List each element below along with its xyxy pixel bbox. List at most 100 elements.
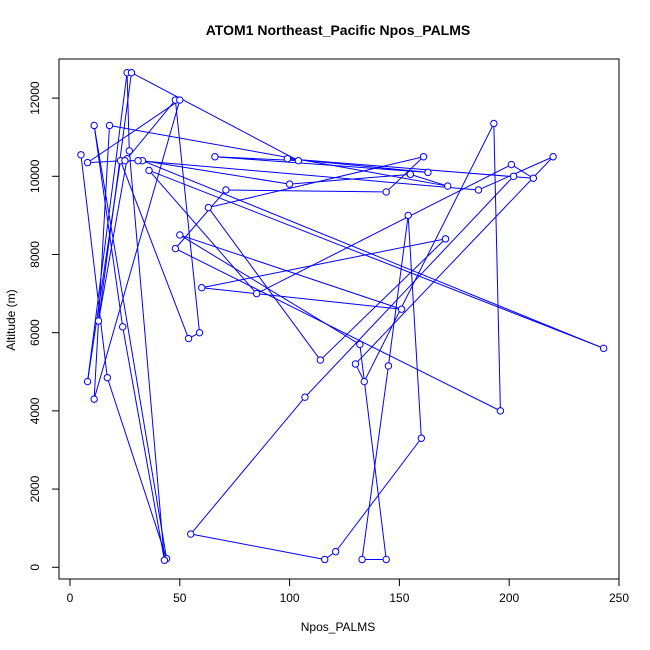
data-point xyxy=(444,182,452,190)
series-segment xyxy=(126,72,130,151)
series-segment xyxy=(175,189,227,249)
series-segment xyxy=(109,124,448,187)
series-segment xyxy=(98,72,132,322)
x-tick-label: 0 xyxy=(67,591,74,605)
data-point xyxy=(509,172,518,180)
data-point xyxy=(103,373,112,382)
series-segment xyxy=(98,158,128,322)
series-segment xyxy=(493,123,501,411)
series-segment xyxy=(148,170,258,294)
data-point xyxy=(77,151,85,159)
data-point xyxy=(134,156,142,165)
series-segment xyxy=(201,238,446,289)
series-segment xyxy=(131,72,299,162)
series-segment xyxy=(122,326,165,561)
chart-title: ATOM1 Northeast_Pacific Npos_PALMS xyxy=(206,22,471,38)
data-point xyxy=(301,393,309,401)
series-segment xyxy=(359,344,387,560)
data-point xyxy=(145,166,153,175)
data-point xyxy=(90,395,98,403)
x-tick-label: 200 xyxy=(499,591,519,605)
series-segment xyxy=(126,99,176,160)
y-tick-label: 8000 xyxy=(28,241,42,268)
plot-frame xyxy=(58,58,620,580)
y-axis: 0 2000 4000 6000 8000 10000 12000 xyxy=(28,81,60,571)
series-lines xyxy=(80,72,604,561)
x-tick-label: 250 xyxy=(609,591,629,605)
series-segment xyxy=(387,215,409,366)
data-point xyxy=(424,168,432,177)
series-segment xyxy=(87,99,181,164)
data-point xyxy=(90,121,98,130)
series-segment xyxy=(179,234,361,345)
data-point xyxy=(160,556,169,564)
series-segment xyxy=(128,150,165,561)
series-segment xyxy=(179,234,402,310)
data-point xyxy=(283,154,292,163)
x-axis: 0 50 100 150 200 250 xyxy=(67,578,629,605)
series-segment xyxy=(93,125,124,327)
data-point xyxy=(184,334,193,343)
series-segment xyxy=(106,377,168,559)
series-points xyxy=(77,68,608,564)
data-point xyxy=(490,119,498,128)
data-point xyxy=(332,547,340,556)
y-tick-label: 0 xyxy=(28,564,42,571)
data-point xyxy=(83,158,92,167)
data-point xyxy=(397,305,406,313)
y-tick-label: 2000 xyxy=(28,475,42,502)
series-segment xyxy=(93,125,168,559)
series-segment xyxy=(225,189,387,193)
data-point xyxy=(195,328,204,337)
series-segment xyxy=(214,156,428,173)
data-point xyxy=(360,377,368,386)
data-point xyxy=(358,555,366,564)
series-segment xyxy=(80,154,108,378)
y-tick-label: 12000 xyxy=(28,81,42,115)
data-point xyxy=(404,211,412,220)
y-tick-label: 10000 xyxy=(28,159,42,193)
y-tick-label: 6000 xyxy=(28,319,42,346)
data-point xyxy=(419,153,428,161)
data-point xyxy=(417,434,426,442)
series-segment xyxy=(207,207,321,361)
data-point xyxy=(356,340,364,349)
y-axis-label: Altitude (m) xyxy=(4,289,18,350)
series-segment xyxy=(201,287,402,310)
data-point xyxy=(222,186,230,194)
data-point xyxy=(549,153,557,161)
data-point xyxy=(204,203,213,212)
series-segment xyxy=(335,437,422,552)
data-point xyxy=(176,96,184,104)
series-segment xyxy=(93,125,111,400)
data-point xyxy=(441,235,450,243)
data-point xyxy=(121,156,129,165)
series-segment xyxy=(256,164,512,295)
data-point xyxy=(94,317,103,325)
data-point xyxy=(496,407,505,415)
data-point xyxy=(252,289,261,298)
series-segment xyxy=(174,100,201,333)
x-tick-label: 100 xyxy=(280,591,300,605)
data-point xyxy=(599,344,608,353)
series-segment xyxy=(363,123,495,382)
data-point xyxy=(294,156,303,165)
data-point xyxy=(474,186,483,194)
series-segment xyxy=(355,156,554,365)
y-tick-label: 4000 xyxy=(28,397,42,424)
series-segment xyxy=(208,156,424,209)
data-point xyxy=(382,188,390,196)
series-segment xyxy=(148,169,604,349)
series-segment xyxy=(287,158,534,179)
series-segment xyxy=(385,156,424,193)
data-point xyxy=(384,362,393,370)
data-point xyxy=(321,555,329,564)
series-segment xyxy=(142,160,604,349)
data-point xyxy=(285,180,294,188)
series-segment xyxy=(142,160,290,185)
series-segment xyxy=(120,160,190,339)
series-segment xyxy=(361,365,389,560)
data-point xyxy=(118,323,127,331)
series-segment xyxy=(511,164,534,179)
